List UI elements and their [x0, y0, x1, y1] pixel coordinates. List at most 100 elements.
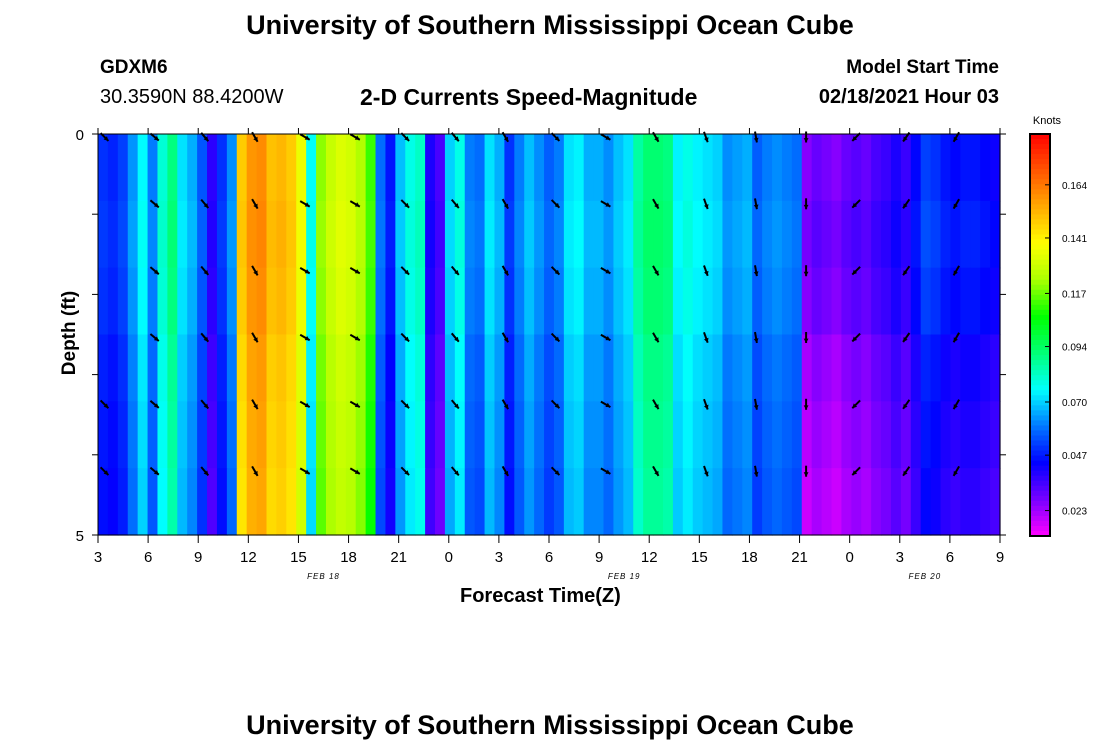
- heatmap-cell: [147, 267, 159, 336]
- heatmap-cell: [940, 468, 952, 536]
- heatmap-cell: [187, 134, 198, 202]
- chart-subtitle: 2-D Currents Speed-Magnitude: [360, 84, 698, 110]
- heatmap-cell: [127, 200, 139, 269]
- current-vector: [652, 332, 660, 343]
- colorbar-segment: [1030, 415, 1050, 422]
- heatmap-cell: [207, 401, 218, 469]
- heatmap-cell: [692, 267, 704, 336]
- heatmap-cell: [385, 134, 396, 202]
- colorbar-label: 0.164: [1062, 181, 1087, 192]
- colorbar-segment: [1030, 324, 1050, 331]
- heatmap-cell: [811, 134, 823, 202]
- current-vector: [99, 399, 110, 409]
- colorbar-segment: [1030, 234, 1050, 241]
- heatmap-cell: [137, 200, 149, 269]
- heatmap-cell: [484, 200, 496, 269]
- heatmap-cell: [197, 200, 208, 269]
- heatmap-cell: [722, 401, 733, 469]
- heatmap-cell: [841, 468, 852, 536]
- heatmap-cell: [256, 134, 268, 202]
- heatmap-cell: [583, 401, 595, 469]
- heatmap-cell: [187, 267, 198, 336]
- heatmap-cell: [762, 200, 773, 269]
- colorbar-frame: [1029, 133, 1051, 537]
- heatmap-cell: [712, 200, 724, 269]
- heatmap-cell: [712, 401, 724, 469]
- heatmap-cell: [940, 200, 952, 269]
- heatmap-cell: [762, 334, 773, 402]
- heatmap-cell: [177, 468, 188, 536]
- heatmap-cell: [504, 134, 515, 202]
- heatmap-cell: [990, 468, 1001, 536]
- heatmap-cell: [266, 200, 278, 269]
- heatmap-cell: [544, 200, 555, 269]
- heatmap-cell: [107, 401, 119, 469]
- heatmap-cell: [900, 468, 912, 536]
- heatmap-cell: [494, 200, 505, 269]
- current-vector: [501, 332, 509, 343]
- heatmap-cell: [742, 267, 753, 336]
- colorbar-segment: [1030, 199, 1050, 205]
- heatmap-cell: [573, 267, 585, 336]
- colorbar-label: 0.023: [1062, 507, 1087, 518]
- heatmap-cell: [474, 401, 486, 469]
- heatmap-cell: [950, 200, 961, 269]
- heatmap-cell: [286, 200, 297, 269]
- current-vector: [251, 465, 259, 477]
- heatmap-cell: [831, 401, 842, 469]
- heatmap-cell: [781, 200, 793, 269]
- heatmap-cell: [940, 267, 952, 336]
- heatmap-cell: [831, 200, 842, 269]
- heatmap-cell: [821, 134, 833, 202]
- heatmap-cell: [524, 468, 535, 536]
- heatmap-cell: [355, 468, 367, 536]
- heatmap-cell: [246, 134, 258, 202]
- heatmap-cell: [653, 468, 664, 536]
- heatmap-cell: [474, 334, 486, 402]
- x-tick-label: 9: [595, 549, 603, 566]
- current-vector: [652, 399, 660, 410]
- heatmap-cell: [435, 200, 446, 269]
- heatmap-cell: [712, 134, 724, 202]
- colorbar-segment: [1030, 390, 1050, 396]
- current-vector: [501, 198, 509, 210]
- heatmap-cell: [544, 134, 555, 202]
- heatmap-cell: [167, 334, 178, 402]
- heatmap-cell: [207, 334, 218, 402]
- heatmap-cell: [494, 267, 505, 336]
- heatmap-cell: [534, 134, 545, 202]
- heatmap-cell: [930, 200, 942, 269]
- heatmap-cell: [593, 401, 605, 469]
- colorbar-segment: [1030, 259, 1050, 266]
- heatmap-cell: [484, 468, 496, 536]
- heatmap-cell: [662, 134, 674, 202]
- current-vector: [349, 133, 361, 141]
- heatmap-cell: [662, 334, 674, 402]
- heatmap-cell: [682, 334, 694, 402]
- heatmap-cell: [990, 334, 1001, 402]
- heatmap-cell: [197, 468, 208, 536]
- heatmap-cell: [137, 134, 149, 202]
- heatmap-cell: [137, 401, 149, 469]
- heatmap-cell: [276, 334, 287, 402]
- heatmap-cell: [117, 267, 129, 336]
- heatmap-cell: [573, 134, 585, 202]
- heatmap-cell: [187, 401, 198, 469]
- heatmap-cell: [405, 468, 416, 536]
- current-vector: [450, 198, 460, 209]
- current-vector: [600, 400, 611, 408]
- colorbar-segment: [1030, 410, 1050, 417]
- heatmap-cell: [643, 334, 654, 402]
- heatmap-cell: [226, 468, 238, 536]
- colorbar-segment: [1030, 184, 1050, 190]
- heatmap-cell: [950, 134, 961, 202]
- heatmap-cell: [236, 334, 248, 402]
- heatmap-cell: [454, 267, 466, 336]
- current-vector: [753, 398, 759, 410]
- heatmap-cell: [197, 134, 208, 202]
- current-vector: [299, 467, 311, 475]
- heatmap-cell: [365, 334, 377, 402]
- heatmap-cell: [504, 401, 515, 469]
- heatmap-cell: [444, 200, 456, 269]
- colorbar-segment: [1030, 400, 1050, 406]
